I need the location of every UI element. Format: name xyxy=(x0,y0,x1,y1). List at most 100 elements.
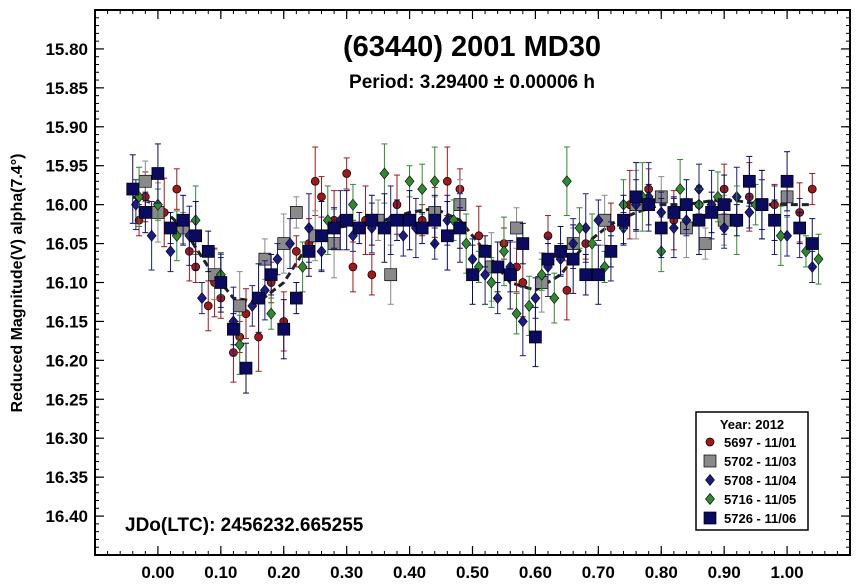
data-point xyxy=(367,270,377,280)
data-point xyxy=(692,213,706,227)
data-point xyxy=(379,167,390,180)
y-tick-label: 15.90 xyxy=(45,118,88,137)
data-point xyxy=(591,268,605,282)
x-tick-label: 0.10 xyxy=(204,563,237,582)
y-tick-label: 16.30 xyxy=(45,429,88,448)
data-point xyxy=(428,213,442,227)
data-point xyxy=(530,292,541,305)
data-point xyxy=(291,247,301,256)
data-point xyxy=(264,268,278,282)
data-point xyxy=(398,229,409,242)
data-point xyxy=(744,206,755,219)
data-point xyxy=(478,245,492,258)
data-point xyxy=(390,213,404,227)
data-point xyxy=(524,299,535,312)
data-point xyxy=(541,252,555,266)
legend-title: Year: 2012 xyxy=(720,417,784,432)
data-point xyxy=(499,245,509,258)
x-tick-label: 0.40 xyxy=(393,563,426,582)
legend-label: 5697 - 11/01 xyxy=(724,435,796,450)
data-point xyxy=(203,301,213,311)
data-point xyxy=(654,221,668,235)
y-tick-label: 15.95 xyxy=(45,157,88,176)
data-point xyxy=(574,222,585,234)
data-point xyxy=(404,175,415,188)
data-point xyxy=(466,268,479,282)
data-point xyxy=(680,198,693,211)
data-point xyxy=(516,237,530,250)
data-point xyxy=(742,174,756,188)
data-point xyxy=(315,229,328,243)
x-tick-label: 0.20 xyxy=(267,563,300,582)
data-point xyxy=(297,260,308,273)
data-point xyxy=(165,245,176,258)
data-point xyxy=(384,268,398,282)
x-tick-label: 0.30 xyxy=(330,563,363,582)
data-point xyxy=(415,221,429,235)
y-tick-label: 15.80 xyxy=(45,40,88,59)
data-point xyxy=(272,253,283,266)
data-point xyxy=(227,322,240,336)
data-point xyxy=(310,176,320,186)
data-point xyxy=(317,192,326,202)
data-point xyxy=(453,221,467,235)
data-point xyxy=(201,245,215,258)
data-point xyxy=(254,332,263,342)
data-point xyxy=(289,291,303,305)
data-points-layer xyxy=(126,143,824,394)
legend-label: 5702 - 11/03 xyxy=(724,454,796,469)
data-point xyxy=(579,268,593,282)
y-tick-label: 16.25 xyxy=(45,390,88,409)
data-point xyxy=(266,307,277,320)
data-point xyxy=(164,221,177,235)
data-point xyxy=(197,292,207,305)
data-point xyxy=(705,206,718,219)
data-point xyxy=(642,198,656,211)
legend-items: 5697 - 11/01 5702 - 11/03 5708 - 11/04 5716… xyxy=(703,435,797,526)
legend-marker xyxy=(705,474,715,486)
axis-ticks-layer: 0.00 0.10 0.20 0.30 0.40 0.50 0.60 0.70 0.80 0.90… xyxy=(45,9,851,582)
data-point xyxy=(126,182,140,196)
data-point xyxy=(474,231,484,241)
data-point xyxy=(365,213,379,227)
data-point xyxy=(348,198,358,211)
legend-label: 5716 - 11/05 xyxy=(724,492,796,507)
data-point xyxy=(403,213,416,227)
x-tick-label: 0.50 xyxy=(456,563,489,582)
data-point xyxy=(768,213,781,227)
data-point xyxy=(327,221,341,235)
data-point xyxy=(536,268,547,281)
x-tick-label: 1.00 xyxy=(771,563,804,582)
data-point xyxy=(517,315,528,328)
data-point xyxy=(813,253,824,266)
y-tick-label: 16.05 xyxy=(45,235,88,254)
data-point xyxy=(491,260,505,274)
y-tick-label: 15.85 xyxy=(45,79,88,98)
data-point xyxy=(562,285,572,295)
legend-box xyxy=(695,411,809,531)
data-point xyxy=(342,169,352,178)
x-tick-label: 0.60 xyxy=(519,563,552,582)
data-point xyxy=(503,268,517,282)
legend-marker xyxy=(705,437,715,447)
y-tick-label: 16.20 xyxy=(45,351,88,370)
data-point xyxy=(529,330,542,344)
data-point xyxy=(561,175,572,188)
data-point xyxy=(214,276,228,289)
y-axis-label: Reduced Magnitude(V) alpha(7.4°) xyxy=(9,154,26,413)
data-point xyxy=(775,229,786,242)
data-point xyxy=(511,307,522,320)
data-point xyxy=(146,229,157,242)
data-point xyxy=(340,213,354,227)
y-tick-label: 16.35 xyxy=(45,468,88,487)
data-point xyxy=(378,221,391,235)
data-point xyxy=(442,176,452,186)
data-point xyxy=(138,174,152,188)
legend-label: 5708 - 11/04 xyxy=(724,473,797,488)
data-point xyxy=(793,221,807,235)
legend: Year: 2012 5697 - 11/01 5702 - 11/03 5708 … xyxy=(695,411,809,531)
x-tick-label: 0.80 xyxy=(645,563,678,582)
data-point xyxy=(629,190,643,204)
data-point xyxy=(234,338,245,351)
